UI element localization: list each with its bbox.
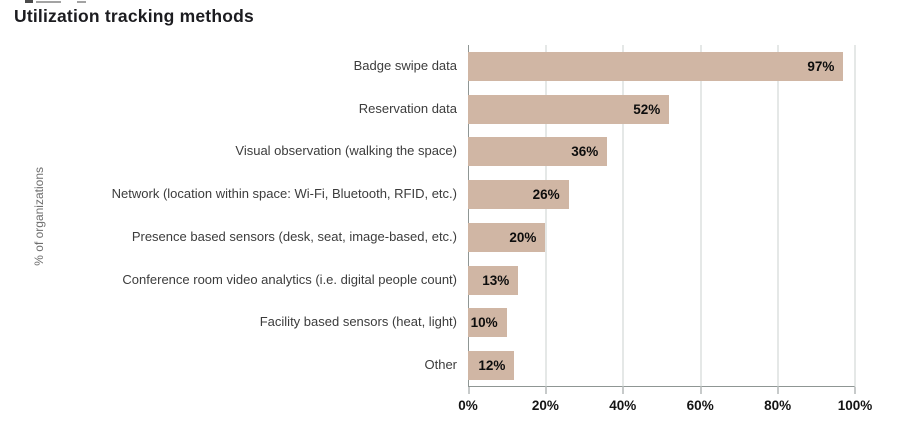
- cropped-text-artifact: [0, 0, 200, 4]
- category-label: Conference room video analytics (i.e. di…: [0, 272, 468, 289]
- bar-value-label: 52%: [633, 101, 661, 117]
- x-tick-label: 60%: [686, 398, 714, 413]
- bar-rows: Badge swipe data 97% Reservation data 52…: [0, 45, 855, 387]
- axis-tick: [777, 387, 779, 394]
- chart-row: Visual observation (walking the space) 3…: [0, 131, 855, 174]
- bar-area: 20%: [468, 216, 855, 259]
- plot-area: [467, 45, 856, 394]
- x-tick-label: 100%: [837, 398, 873, 413]
- gridline: [700, 45, 702, 387]
- bar-area: 52%: [468, 88, 855, 131]
- x-tick-label: 20%: [531, 398, 559, 413]
- chart-row: Badge swipe data 97%: [0, 45, 855, 88]
- category-label-text: Other: [424, 357, 457, 373]
- category-label-text: Reservation data: [358, 100, 457, 116]
- bar-value-label: 26%: [532, 187, 560, 203]
- gridline: [622, 45, 624, 387]
- chart-row: Other 12%: [0, 344, 855, 387]
- bar-area: 12%: [468, 344, 855, 387]
- bar: 52%: [468, 94, 670, 124]
- axis-tick: [700, 387, 702, 394]
- category-label: Reservation data: [0, 101, 468, 118]
- gridline: [854, 45, 856, 387]
- axis-tick: [854, 387, 856, 394]
- category-label-text: Presence based sensors (desk, seat, imag…: [131, 228, 457, 244]
- category-label: Network (location within space: Wi-Fi, B…: [0, 186, 468, 203]
- category-label-text: Visual observation (walking the space): [235, 143, 457, 159]
- category-label: Badge swipe data: [0, 58, 468, 75]
- bar: 10%: [468, 308, 507, 338]
- x-tick-label: 40%: [609, 398, 637, 413]
- category-label: Other: [0, 357, 468, 374]
- chart-row: Facility based sensors (heat, light) 10%: [0, 302, 855, 345]
- chart-row: Network (location within space: Wi-Fi, B…: [0, 173, 855, 216]
- chart-title: Utilization tracking methods: [14, 6, 254, 26]
- x-tick-label: 80%: [764, 398, 792, 413]
- x-tick-label: 0%: [458, 398, 478, 413]
- bar-area: 36%: [468, 131, 855, 174]
- category-label-text: Network (location within space: Wi-Fi, B…: [111, 186, 457, 202]
- axis-tick: [622, 387, 624, 394]
- chart-row: Presence based sensors (desk, seat, imag…: [0, 216, 855, 259]
- category-label: Presence based sensors (desk, seat, imag…: [0, 229, 468, 246]
- bar-area: 97%: [468, 45, 855, 88]
- gridline: [777, 45, 779, 387]
- chart-row: Conference room video analytics (i.e. di…: [0, 259, 855, 302]
- bar: 36%: [468, 137, 608, 167]
- category-label: Facility based sensors (heat, light): [0, 314, 468, 331]
- bar: 20%: [468, 222, 546, 252]
- x-axis-tick-labels: 0% 20% 40% 60% 80% 100%: [458, 398, 872, 418]
- axis-tick: [468, 387, 470, 394]
- bar-value-label: 36%: [571, 144, 599, 160]
- category-label-text: Badge swipe data: [353, 57, 457, 73]
- bar: 26%: [468, 180, 569, 210]
- bar: 97%: [468, 51, 844, 81]
- category-label: Visual observation (walking the space): [0, 143, 468, 160]
- bar-value-label: 13%: [482, 272, 510, 288]
- category-label-text: Conference room video analytics (i.e. di…: [122, 271, 457, 287]
- bar-area: 26%: [468, 173, 855, 216]
- bar-value-label: 10%: [470, 315, 498, 331]
- bar: 13%: [468, 265, 519, 295]
- chart-row: Reservation data 52%: [0, 88, 855, 131]
- bar-area: 10%: [468, 302, 855, 345]
- bar-value-label: 12%: [478, 358, 506, 374]
- axis-tick: [545, 387, 547, 394]
- bar: 12%: [468, 351, 515, 381]
- x-axis-line: [467, 386, 855, 387]
- gridline: [545, 45, 547, 387]
- bar-value-label: 97%: [807, 58, 835, 74]
- bar-value-label: 20%: [509, 229, 537, 245]
- category-label-text: Facility based sensors (heat, light): [259, 314, 457, 330]
- bar-area: 13%: [468, 259, 855, 302]
